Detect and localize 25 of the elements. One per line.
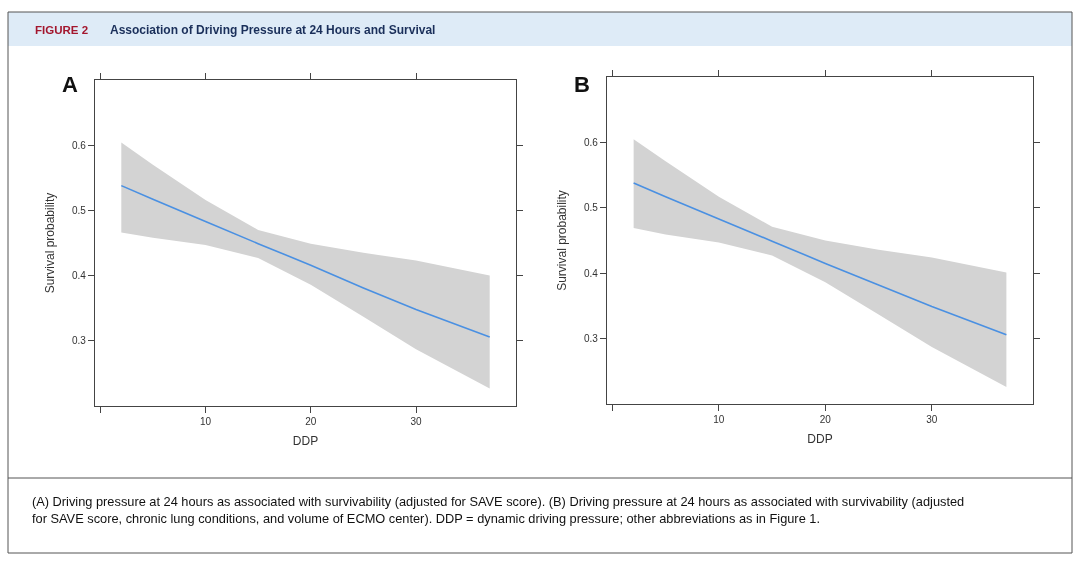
y-tick-label: 0.3 — [71, 335, 87, 347]
x-tick-label: 10 — [199, 416, 212, 428]
x-axis-title: DDP — [292, 434, 319, 448]
text: Association of Driving Pressure at 24 Hours and Survival — [110, 23, 436, 37]
text: (A) Driving pressure at 24 hours as associated with survivability (adjusted for SAVE score). (B) Driving pressure at 24 hours as associated with survivability (adjusted for SAVE score, chronic lung conditions, and volume of ECMO center). DDP = dynamic driving pressure; other abbreviations as in Figure 1. — [32, 494, 965, 526]
x-tick-label: 20 — [819, 414, 832, 426]
x-tick-label: 10 — [713, 414, 725, 426]
y-tick-label: 0.4 — [71, 270, 87, 282]
line-series — [632, 182, 1008, 336]
y-tick-label: 0.6 — [71, 139, 87, 151]
x-tick-label: 20 — [305, 416, 317, 428]
chart-title: B — [574, 72, 590, 97]
x-tick-label: 30 — [926, 414, 938, 426]
y-tick-label: 0.3 — [583, 333, 599, 345]
y-tick-label: 0.6 — [583, 136, 599, 148]
y-tick-label: 0.5 — [71, 204, 87, 216]
y-axis-title: Survival probability — [43, 192, 58, 294]
chart-title: A — [62, 72, 78, 97]
x-axis-title: DDP — [807, 432, 833, 446]
line-series — [120, 184, 491, 338]
x-tick-label: 30 — [410, 416, 423, 428]
y-axis-title: Survival probability — [555, 190, 570, 291]
caption: FIGURE 2 — [35, 24, 89, 36]
y-tick-label: 0.4 — [583, 267, 599, 279]
y-tick-label: 0.5 — [583, 202, 599, 214]
